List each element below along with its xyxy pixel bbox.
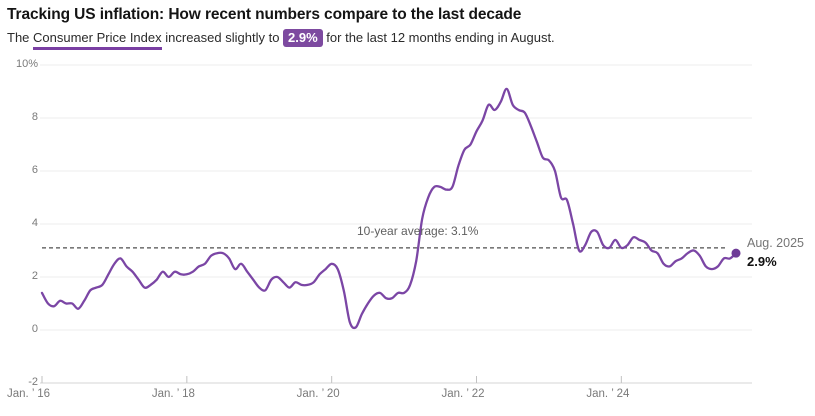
x-axis-label: Jan. ’ 16 bbox=[7, 388, 51, 400]
cpi-value-badge: 2.9% bbox=[283, 29, 323, 48]
chart-canvas bbox=[40, 64, 752, 384]
x-axis-label: Jan. ’ 18 bbox=[151, 388, 195, 400]
x-axis-label: Jan. ’ 20 bbox=[296, 388, 340, 400]
subtitle-text-mid: increased slightly to bbox=[161, 30, 284, 46]
subtitle-text-suffix: for the last 12 months ending in August. bbox=[322, 30, 555, 46]
y-axis-label: 8 bbox=[31, 111, 38, 123]
y-axis-label: 4 bbox=[31, 217, 38, 229]
average-line-label: 10-year average: 3.1% bbox=[357, 224, 479, 238]
y-axis-label: 0 bbox=[31, 323, 38, 335]
chart-header: Tracking US inflation: How recent number… bbox=[7, 5, 808, 51]
cpi-line-chart: 10-year average: 3.1% Aug. 2025 2.9% 10%… bbox=[0, 55, 815, 416]
y-axis-label: 10% bbox=[15, 58, 38, 70]
page-title: Tracking US inflation: How recent number… bbox=[7, 6, 522, 23]
chart-subtitle: The Consumer Price Index increased sligh… bbox=[7, 29, 808, 51]
cpi-line-series bbox=[40, 87, 738, 330]
end-annotation-date: Aug. 2025 bbox=[747, 236, 804, 250]
y-axis-label: -2 bbox=[28, 376, 38, 388]
latest-value-dot bbox=[731, 248, 741, 258]
x-axis-label: Jan. ’ 22 bbox=[441, 388, 485, 400]
subtitle-text-prefix: The bbox=[7, 30, 34, 46]
end-annotation-value: 2.9% bbox=[747, 254, 777, 269]
y-axis-label: 6 bbox=[31, 164, 38, 176]
y-axis-label: 2 bbox=[31, 270, 38, 282]
x-axis-label: Jan. ’ 24 bbox=[586, 388, 630, 400]
cpi-link[interactable]: Consumer Price Index bbox=[33, 30, 162, 51]
